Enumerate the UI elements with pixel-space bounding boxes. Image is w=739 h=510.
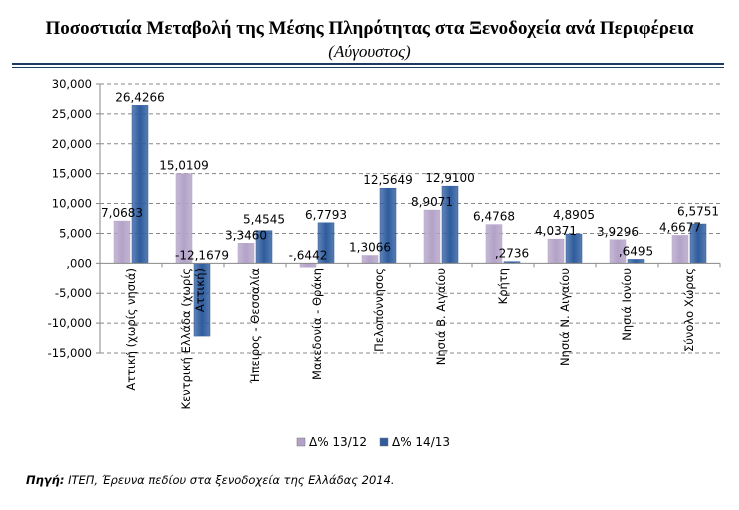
chart-title: Ποσοστιαία Μεταβολή της Μέσης Πληρότητας… [45,18,694,39]
x-category-label: Νησιά Ιονίου [620,268,634,341]
data-label: 6,5751 [677,204,719,218]
x-category-label: Πελοπόννησος [372,268,386,352]
bar-d13-12 [547,238,565,264]
y-tick-label: 30,000 [52,77,92,91]
data-label: 4,8905 [553,208,595,222]
y-tick-label: 20,000 [52,137,92,151]
source-note: Πηγή: ΙΤΕΠ, Έρευνα πεδίου στα ξενοδοχεία… [26,473,395,487]
x-category-label: Σύνολο Χώρας [682,268,696,352]
x-category-label: Αττική (χωρίς νησιά) [124,268,138,391]
divider [12,67,724,68]
bar-d13-12 [237,243,255,264]
bar-d14-13 [627,259,645,264]
legend-swatch [296,437,306,447]
y-tick-label: -15,000 [48,346,92,360]
data-label: 12,5649 [363,173,413,187]
y-tick-label: 15,000 [52,167,92,181]
y-tick-label: -5,000 [55,286,92,300]
data-label: 6,7793 [305,208,347,222]
chart-subtitle: (Αύγουστος) [328,42,411,61]
data-label: 7,0683 [101,206,143,220]
bar-d14-13 [565,233,583,264]
x-category-label: Αττική) [193,268,207,312]
data-label: 4,6677 [659,220,701,234]
y-tick-label: 10,000 [52,197,92,211]
divider [12,63,724,65]
data-label: 8,9071 [411,195,453,209]
bar-d13-12 [423,209,441,264]
data-label: -12,1679 [175,248,229,262]
data-label: 4,0371 [535,224,577,238]
legend-label: Δ% 14/13 [392,435,450,449]
data-label: 3,9296 [597,225,639,239]
data-label: 5,4545 [243,212,285,226]
data-label: ,2736 [495,247,529,261]
bar-chart: 30,000 25,000 20,000 15,000 10,000 5,000 ,000 -… [48,77,721,449]
bar-d13-12 [361,255,379,264]
bar-d13-12 [671,235,689,264]
source-label: Πηγή: [26,473,65,487]
x-category-label: Νησιά Β. Αιγαίου [434,268,448,365]
data-label: 26,4266 [115,90,165,104]
y-tick-label: ,000 [66,256,92,270]
y-tick-label: 5,000 [59,226,92,240]
y-tick-label: 25,000 [52,107,92,121]
data-label: -,6442 [289,248,328,262]
bar-d14-13 [131,105,149,264]
source-text: ΙΤΕΠ, Έρευνα πεδίου στα ξενοδοχεία της Ε… [64,473,395,487]
data-label: 6,4768 [473,210,515,224]
legend-swatch [379,437,389,447]
legend-label: Δ% 13/12 [309,435,367,449]
x-category-label: Νησιά Ν. Αιγαίου [558,268,572,366]
x-category-label: Μακεδονία - Θράκη [310,268,324,380]
data-label: ,6495 [619,244,653,258]
data-label: 1,3066 [349,241,391,255]
data-label: 12,9100 [425,171,475,185]
bar-d13-12 [113,220,131,264]
y-tick-label: -10,000 [48,316,92,330]
bar-d13-12 [299,263,317,268]
x-category-label: Κεντρική Ελλάδα (χωρίς [179,268,193,409]
x-category-label: Ήπειρος - Θεσσαλία [248,268,262,385]
x-category-label: Κρήτη [496,268,510,304]
data-label: 3,3460 [225,228,267,242]
data-label: 15,0109 [159,159,209,173]
